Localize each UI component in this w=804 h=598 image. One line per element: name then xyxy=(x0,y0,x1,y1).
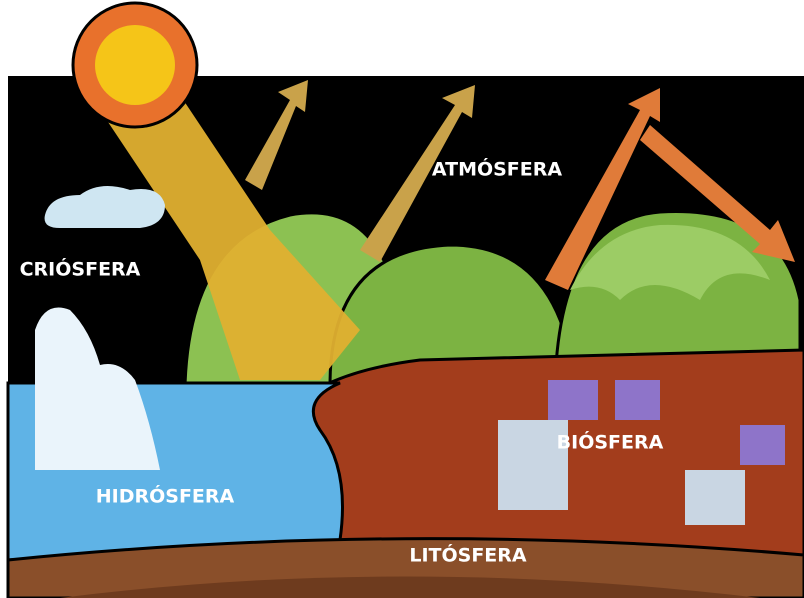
label: ATMÓSFERA xyxy=(432,157,563,181)
sun-core xyxy=(95,25,175,105)
label: CRIÓSFERA xyxy=(20,257,141,281)
house xyxy=(740,425,785,465)
label: HIDRÓSFERA xyxy=(96,484,235,508)
illustration: ATMÓSFERA CRIÓSFERA BIÓSFERA HIDRÓSFERA … xyxy=(0,0,804,598)
house xyxy=(615,380,660,420)
label: LITÓSFERA xyxy=(409,543,527,567)
truck xyxy=(685,470,745,525)
house xyxy=(548,380,598,420)
label: BIÓSFERA xyxy=(557,430,664,454)
